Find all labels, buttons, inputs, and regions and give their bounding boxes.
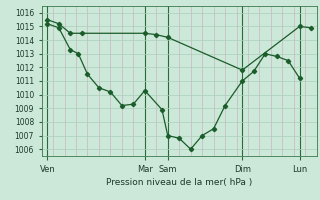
- X-axis label: Pression niveau de la mer( hPa ): Pression niveau de la mer( hPa ): [106, 178, 252, 187]
